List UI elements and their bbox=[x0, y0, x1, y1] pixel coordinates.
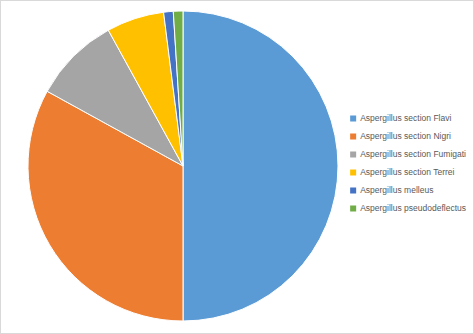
legend-label: Aspergillus pseudodeflectus bbox=[360, 203, 466, 213]
pie-slice bbox=[183, 11, 338, 321]
legend-label: Aspergillus section Fumigati bbox=[360, 149, 466, 159]
legend-item: Aspergillus section Flavi bbox=[350, 113, 451, 123]
chart: Aspergillus section Flavi Aspergillus sec… bbox=[0, 0, 474, 334]
pie bbox=[28, 11, 338, 321]
legend-item: Aspergillus melleus bbox=[350, 185, 433, 195]
legend-label: Aspergillus melleus bbox=[360, 185, 433, 195]
legend-item: Aspergillus section Fumigati bbox=[350, 149, 466, 159]
legend: Aspergillus section Flavi Aspergillus sec… bbox=[350, 113, 466, 213]
legend-swatch bbox=[350, 206, 356, 212]
legend-swatch bbox=[350, 188, 356, 194]
legend-swatch bbox=[350, 134, 356, 140]
pie-slice bbox=[108, 12, 183, 166]
legend-label: Aspergillus section Nigri bbox=[360, 131, 451, 141]
chart-frame bbox=[1, 1, 474, 334]
legend-swatch bbox=[350, 152, 356, 158]
legend-item: Aspergillus section Terrei bbox=[350, 167, 454, 177]
legend-item: Aspergillus section Nigri bbox=[350, 131, 451, 141]
pie-slice bbox=[173, 11, 183, 166]
legend-swatch bbox=[350, 170, 356, 176]
pie-slice bbox=[164, 11, 183, 166]
legend-label: Aspergillus section Terrei bbox=[360, 167, 454, 177]
legend-swatch bbox=[350, 116, 356, 122]
legend-item: Aspergillus pseudodeflectus bbox=[350, 203, 466, 213]
legend-label: Aspergillus section Flavi bbox=[360, 113, 451, 123]
